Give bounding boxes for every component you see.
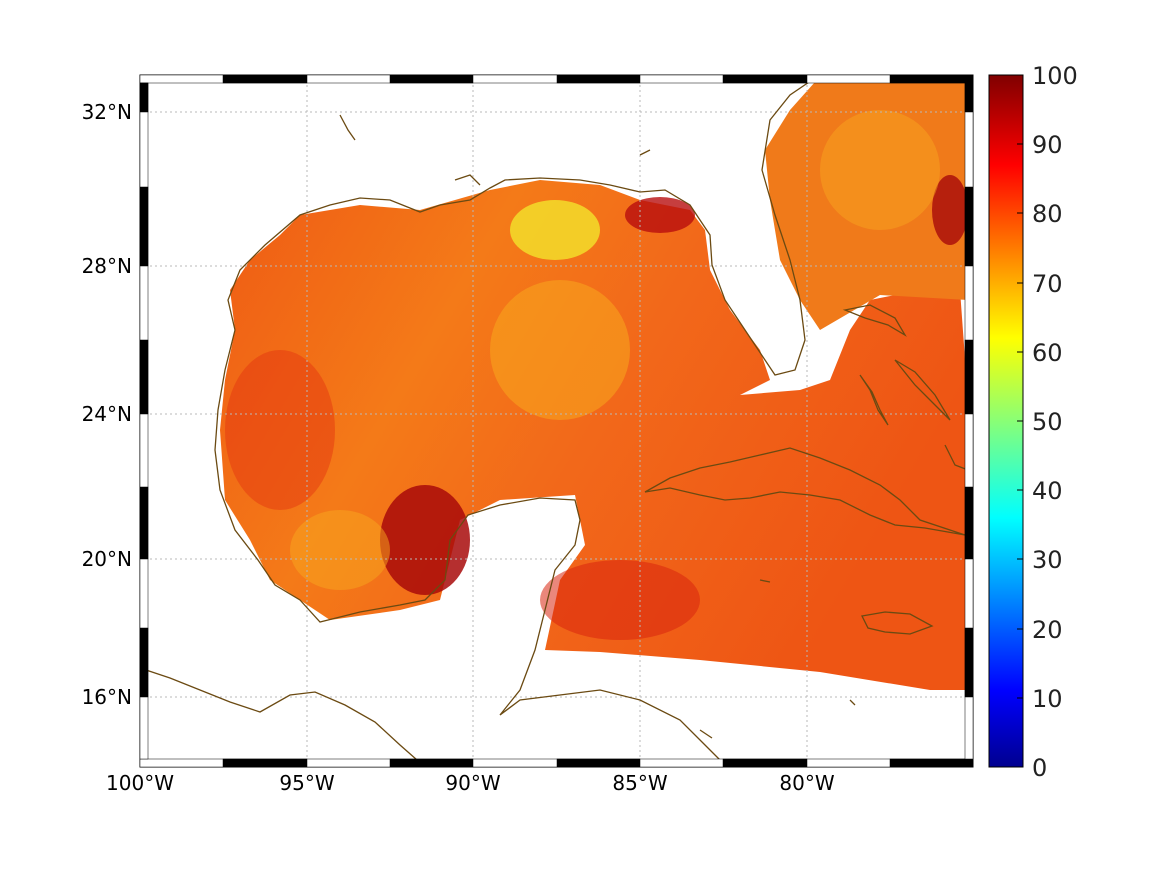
- bahamas-north: [842, 304, 907, 337]
- red-patch-west: [225, 350, 335, 510]
- colorbar-tick-90: 90: [1032, 131, 1063, 159]
- colorbar-tick-100: 100: [1032, 62, 1078, 90]
- coastlines: [139, 77, 969, 768]
- colorbar-tick-30: 30: [1032, 546, 1063, 574]
- atlantic-field: [765, 82, 968, 330]
- colorbar-tick-0: 0: [1032, 754, 1047, 782]
- colorbar-tick-40: 40: [1032, 477, 1063, 505]
- colorbar-tick-60: 60: [1032, 339, 1063, 367]
- colorbar-tick-70: 70: [1032, 270, 1063, 298]
- orange-patch-central: [490, 280, 630, 420]
- lon-label-85w: 85°W: [612, 771, 667, 795]
- bahamas-andros: [859, 374, 889, 426]
- colorbar-tick-50: 50: [1032, 408, 1063, 436]
- red-patch-south: [540, 560, 700, 640]
- mexico-east-coast: [214, 329, 721, 761]
- colorbar-tick-80: 80: [1032, 200, 1063, 228]
- yellow-patch-delta: [510, 200, 600, 260]
- lon-label-95w: 95°W: [279, 771, 334, 795]
- colorbar-tick-10: 10: [1032, 685, 1063, 713]
- dark-patch-bay: [380, 485, 470, 595]
- orange-patch-atl: [820, 110, 940, 230]
- bahamas-east: [894, 359, 951, 421]
- lat-label-24n: 24°N: [82, 402, 132, 426]
- map-frame: [139, 74, 974, 768]
- pacific-coast: [139, 667, 426, 768]
- colorbar: 0 10 20 30 40 50 60 70 80 90 100: [988, 62, 1078, 782]
- lat-label-28n: 28°N: [82, 254, 132, 278]
- lon-label-90w: 90°W: [445, 771, 500, 795]
- jamaica: [861, 611, 934, 635]
- honduras-islands: [699, 579, 856, 739]
- lon-label-100w: 100°W: [106, 771, 174, 795]
- graticule: [140, 75, 973, 767]
- hispaniola-edge: [944, 444, 969, 471]
- colorbar-tick-20: 20: [1032, 616, 1063, 644]
- dark-patch-nw: [625, 197, 695, 233]
- lat-label-32n: 32°N: [82, 100, 132, 124]
- lon-labels: 100°W 95°W 90°W 85°W 80°W: [106, 771, 835, 795]
- data-field: [220, 82, 968, 690]
- lat-label-20n: 20°N: [82, 547, 132, 571]
- orange-patch-west: [290, 510, 390, 590]
- lat-labels: 32°N 28°N 24°N 20°N 16°N: [82, 100, 132, 709]
- us-gulf-coast: [227, 77, 816, 376]
- dark-patch-east: [932, 175, 968, 245]
- lat-label-16n: 16°N: [82, 685, 132, 709]
- lon-label-80w: 80°W: [779, 771, 834, 795]
- gulf-islands: [339, 114, 651, 186]
